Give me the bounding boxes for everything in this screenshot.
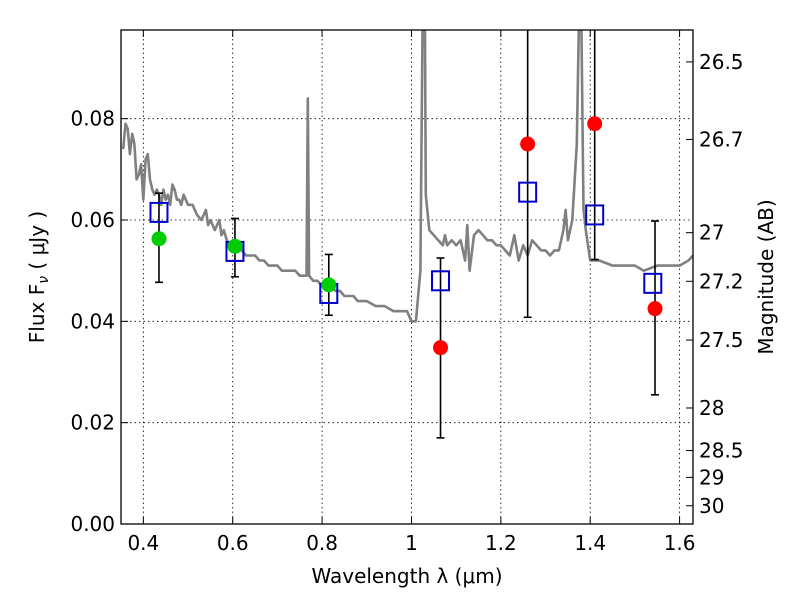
grid (121, 30, 693, 525)
x-tick-label: 1.2 (485, 531, 517, 555)
x-axis-label: Wavelength λ (μm) (311, 564, 502, 588)
y-axis-label-sub: ν (36, 276, 52, 284)
model-point (518, 181, 538, 203)
y2-tick-label: 27.5 (699, 328, 744, 352)
y-tick-label: 0.04 (70, 309, 115, 333)
model-spectrum-line (121, 30, 693, 323)
observed-point (321, 277, 337, 293)
x-tick-label: 0.4 (127, 531, 159, 555)
observed-point (520, 136, 536, 152)
x-tick-label: 1.4 (574, 531, 606, 555)
observed-point (227, 238, 243, 254)
plot-frame (120, 29, 694, 525)
x-tick-label: 0.8 (306, 531, 338, 555)
observed-point (433, 340, 449, 356)
y2-tick-label: 30 (699, 494, 724, 518)
y-axis-label-main: Flux F (25, 284, 49, 343)
y2-tick-label: 28 (699, 396, 724, 420)
y-axis-label-unit: ( μJy ) (25, 211, 49, 276)
axes-ticks: 0.4 0.6 0.8 1 1.2 1.4 1.6 0.00 0.02 0.04 0.06 0.08 2… (70, 30, 744, 555)
y-tick-label: 0.00 (70, 512, 115, 536)
y2-axis-label: Magnitude (AB) (754, 199, 778, 354)
y2-tick-label: 27.2 (699, 269, 744, 293)
observed-point (587, 116, 603, 132)
y2-tick-label: 26.5 (699, 50, 744, 74)
x-tick-label: 0.6 (217, 531, 249, 555)
model-point (149, 201, 169, 223)
model-point (431, 270, 451, 292)
y-tick-label: 0.06 (70, 208, 115, 232)
y2-tick-label: 27 (699, 221, 724, 245)
y-tick-label: 0.02 (70, 411, 115, 435)
y-axis-label: Flux Fν ( μJy ) (25, 211, 52, 343)
x-tick-label: 1 (405, 531, 418, 555)
model-point (585, 204, 605, 226)
y2-tick-label: 28.5 (699, 439, 744, 463)
y2-tick-label: 26.7 (699, 127, 744, 151)
observed-point (151, 231, 167, 247)
observed-point (647, 301, 663, 317)
model-point (643, 272, 663, 294)
y2-tick-label: 29 (699, 465, 724, 489)
plot-area (121, 30, 693, 439)
x-tick-label: 1.6 (664, 531, 696, 555)
y-tick-label: 0.08 (70, 107, 115, 131)
